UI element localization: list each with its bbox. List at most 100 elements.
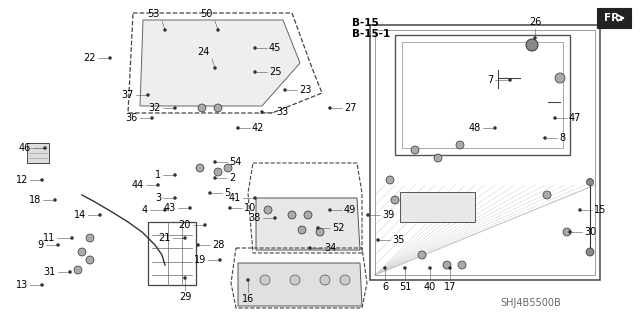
Circle shape	[526, 39, 538, 51]
Text: FR.: FR.	[604, 13, 623, 23]
Text: 43: 43	[164, 203, 176, 213]
Text: 10: 10	[244, 203, 256, 213]
Text: 32: 32	[148, 103, 161, 113]
Circle shape	[458, 261, 466, 269]
Circle shape	[253, 197, 257, 199]
Circle shape	[493, 127, 497, 130]
Circle shape	[317, 226, 319, 229]
Circle shape	[56, 243, 60, 247]
Circle shape	[157, 183, 159, 187]
Circle shape	[429, 266, 431, 270]
Circle shape	[189, 206, 191, 210]
Text: 13: 13	[16, 280, 28, 290]
Text: 42: 42	[252, 123, 264, 133]
Text: 26: 26	[529, 17, 541, 27]
Circle shape	[543, 137, 547, 139]
Circle shape	[209, 191, 211, 195]
Text: 53: 53	[148, 9, 160, 19]
Circle shape	[204, 224, 207, 226]
Text: 34: 34	[324, 243, 336, 253]
Circle shape	[308, 247, 312, 249]
Circle shape	[386, 176, 394, 184]
Text: 8: 8	[559, 133, 565, 143]
Text: 25: 25	[269, 67, 282, 77]
Text: 44: 44	[132, 180, 144, 190]
Circle shape	[273, 217, 276, 219]
Text: B-15: B-15	[352, 18, 379, 28]
Circle shape	[173, 107, 177, 109]
Text: 51: 51	[399, 282, 411, 292]
Circle shape	[99, 213, 102, 217]
Polygon shape	[140, 20, 300, 106]
Circle shape	[555, 73, 565, 83]
Circle shape	[147, 93, 150, 97]
Circle shape	[403, 266, 406, 270]
Circle shape	[264, 206, 272, 214]
Circle shape	[40, 284, 44, 286]
Circle shape	[173, 174, 177, 176]
Circle shape	[443, 261, 451, 269]
Circle shape	[290, 275, 300, 285]
Circle shape	[70, 236, 74, 240]
Circle shape	[340, 275, 350, 285]
Circle shape	[253, 70, 257, 73]
Text: 16: 16	[242, 294, 254, 304]
Text: 12: 12	[15, 175, 28, 185]
Circle shape	[418, 251, 426, 259]
Text: 23: 23	[299, 85, 312, 95]
Polygon shape	[238, 263, 362, 306]
Text: 18: 18	[29, 195, 41, 205]
Text: 31: 31	[44, 267, 56, 277]
Text: 54: 54	[229, 157, 241, 167]
Text: 22: 22	[83, 53, 96, 63]
Circle shape	[554, 116, 557, 120]
Circle shape	[214, 66, 216, 70]
Circle shape	[214, 160, 216, 164]
Circle shape	[260, 275, 270, 285]
Circle shape	[288, 211, 296, 219]
Text: 11: 11	[43, 233, 55, 243]
Text: 49: 49	[344, 205, 356, 215]
Text: B-15-1: B-15-1	[352, 29, 390, 39]
Circle shape	[78, 248, 86, 256]
Circle shape	[163, 28, 166, 32]
Polygon shape	[256, 198, 360, 250]
Text: 33: 33	[276, 107, 288, 117]
Circle shape	[586, 179, 593, 186]
Circle shape	[214, 104, 222, 112]
Circle shape	[298, 226, 306, 234]
Text: 36: 36	[125, 113, 138, 123]
Circle shape	[216, 28, 220, 32]
Text: 9: 9	[38, 240, 44, 250]
Circle shape	[218, 258, 221, 262]
Circle shape	[150, 116, 154, 120]
Circle shape	[68, 271, 72, 273]
Circle shape	[376, 239, 380, 241]
Circle shape	[74, 266, 82, 274]
Circle shape	[224, 164, 232, 172]
Text: 45: 45	[269, 43, 282, 53]
Circle shape	[534, 36, 536, 40]
Text: 47: 47	[569, 113, 581, 123]
Text: 52: 52	[332, 223, 344, 233]
Circle shape	[304, 211, 312, 219]
Circle shape	[568, 231, 572, 234]
Circle shape	[563, 228, 571, 236]
Bar	[400, 192, 475, 222]
Circle shape	[109, 56, 111, 60]
Text: 3: 3	[155, 193, 161, 203]
Circle shape	[367, 213, 369, 217]
Text: 19: 19	[194, 255, 206, 265]
Circle shape	[383, 266, 387, 270]
Text: 40: 40	[424, 282, 436, 292]
Circle shape	[214, 176, 216, 180]
Circle shape	[543, 191, 551, 199]
Text: 41: 41	[228, 193, 241, 203]
Text: 21: 21	[159, 233, 171, 243]
Circle shape	[184, 277, 186, 279]
Text: 14: 14	[74, 210, 86, 220]
Text: 27: 27	[344, 103, 356, 113]
Circle shape	[391, 196, 399, 204]
Circle shape	[449, 266, 451, 270]
Circle shape	[173, 197, 177, 199]
